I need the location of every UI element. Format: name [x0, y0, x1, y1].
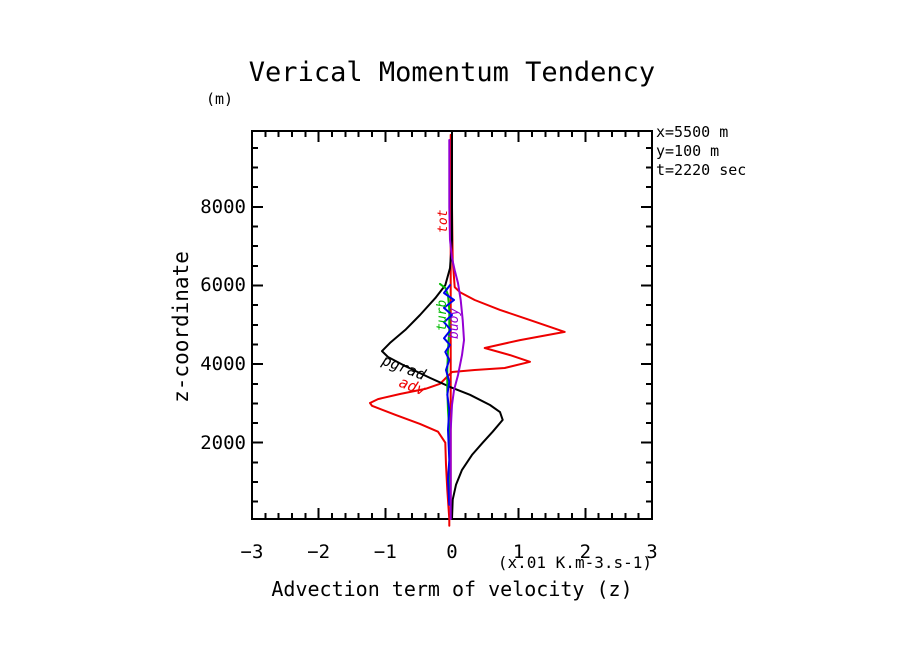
curve-label-tot: tot [436, 209, 451, 233]
x-tick-label-2: 2 [579, 541, 592, 563]
z-tick-label-8000: 8000 [200, 195, 246, 218]
z-tick-label-2000: 2000 [200, 431, 246, 454]
curve-turb [439, 282, 451, 506]
chart-title: Verical Momentum Tendency [248, 57, 656, 88]
annotation-t: t=2220 sec [656, 161, 747, 179]
curve-pgrad [381, 130, 504, 520]
curve-adv [369, 133, 566, 527]
x-tick-label-3: 3 [646, 541, 658, 563]
curve-label-buoy: buoy [447, 307, 462, 339]
annotation-x: x=5500 m [656, 123, 729, 141]
x-tick-label-0: 0 [446, 541, 458, 563]
z-tick-label-6000: 6000 [200, 274, 246, 297]
annotation-y: y=100 m [656, 142, 720, 160]
curve-mix [443, 284, 455, 506]
x-axis-unit-label: (x.01 K.m-3.s-1) [497, 553, 652, 572]
x-tick-label--1: −1 [373, 541, 397, 563]
x-tick-label--2: −2 [307, 541, 331, 563]
annotation-block: x=5500 m y=100 m t=2220 sec [656, 123, 746, 180]
y-axis-unit-label: (m) [206, 90, 234, 108]
curve-buoy [448, 139, 465, 520]
z-tick-label-4000: 4000 [200, 353, 246, 376]
x-tick-label--3: −3 [240, 541, 264, 563]
x-axis-title: Advection term of velocity (z) [271, 577, 633, 601]
x-tick-label-1: 1 [512, 541, 525, 563]
